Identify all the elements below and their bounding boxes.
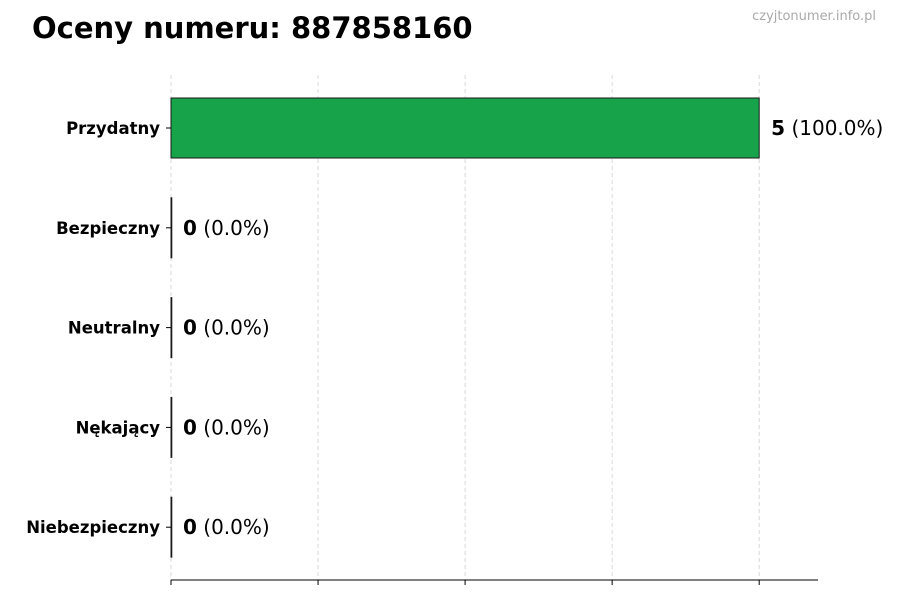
data-label-percent: (0.0%) <box>197 316 270 340</box>
data-label-percent: (0.0%) <box>197 515 270 539</box>
data-label-count: 0 <box>183 316 197 340</box>
data-label-percent: (100.0%) <box>785 116 883 140</box>
data-label-count: 0 <box>183 216 197 240</box>
watermark: czyjtonumer.info.pl <box>752 9 876 24</box>
data-label: 5 (100.0%) <box>771 116 883 140</box>
data-label: 0 (0.0%) <box>183 515 270 539</box>
data-label-count: 5 <box>771 116 785 140</box>
data-label-count: 0 <box>183 415 197 439</box>
category-label: Neutralny <box>68 319 160 338</box>
category-label: Niebezpieczny <box>26 518 160 537</box>
data-label-count: 0 <box>183 515 197 539</box>
bar <box>170 496 173 558</box>
category-label: Nękający <box>76 418 161 437</box>
bar <box>170 396 173 458</box>
data-label-percent: (0.0%) <box>197 415 270 439</box>
bar <box>170 197 173 259</box>
bar <box>170 297 173 359</box>
category-label: Bezpieczny <box>56 219 160 238</box>
chart-title: Oceny numeru: 887858160 <box>32 11 473 45</box>
data-label: 0 (0.0%) <box>183 415 270 439</box>
category-label: Przydatny <box>66 119 160 138</box>
data-label: 0 (0.0%) <box>183 316 270 340</box>
data-label-percent: (0.0%) <box>197 216 270 240</box>
bar <box>170 97 760 159</box>
data-label: 0 (0.0%) <box>183 216 270 240</box>
